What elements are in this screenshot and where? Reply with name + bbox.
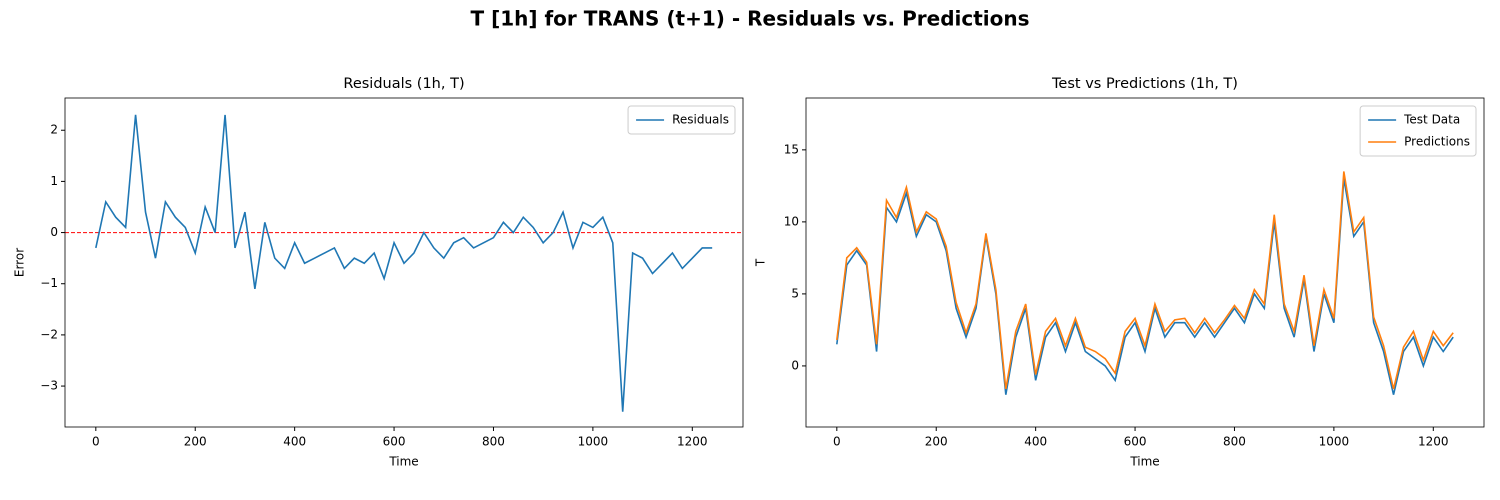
x-tick-label: 600 — [383, 435, 406, 449]
x-tick-label: 0 — [833, 435, 841, 449]
x-tick-label: 1000 — [1319, 435, 1350, 449]
series-line — [836, 178, 1454, 395]
series-line — [95, 114, 713, 412]
x-tick-label: 400 — [1024, 435, 1047, 449]
x-tick-label: 400 — [283, 435, 306, 449]
x-tick-label: 800 — [482, 435, 505, 449]
y-tick-label: 5 — [791, 286, 799, 300]
figure-title: T [1h] for TRANS (t+1) - Residuals vs. P… — [470, 7, 1029, 31]
x-axis-label: Time — [1129, 455, 1159, 469]
series-line — [836, 171, 1454, 390]
subplot-title: Residuals (1h, T) — [343, 76, 464, 92]
legend-label: Predictions — [1404, 135, 1470, 149]
legend: Test Data Predictions — [1359, 105, 1477, 157]
y-tick-label: −1 — [40, 276, 58, 290]
axes-frame — [64, 97, 744, 428]
x-tick-label: 200 — [925, 435, 948, 449]
x-tick-label: 1000 — [578, 435, 609, 449]
y-tick-label: −2 — [40, 327, 58, 341]
legend-frame — [627, 105, 736, 135]
legend-label: Residuals — [672, 113, 729, 127]
x-axis-label: Time — [388, 455, 418, 469]
y-tick-label: 0 — [50, 225, 58, 239]
y-tick-label: 10 — [784, 214, 799, 228]
x-tick-label: 0 — [92, 435, 100, 449]
y-axis-label: Error — [13, 248, 27, 277]
y-tick-label: −3 — [40, 379, 58, 393]
y-axis-label: T — [754, 258, 768, 267]
x-tick-label: 200 — [184, 435, 207, 449]
x-tick-label: 1200 — [1418, 435, 1449, 449]
y-tick-label: 2 — [50, 123, 58, 137]
legend-frame — [1359, 105, 1477, 157]
y-tick-label: 1 — [50, 174, 58, 188]
x-tick-label: 600 — [1124, 435, 1147, 449]
y-tick-label: 0 — [791, 358, 799, 372]
axes-frame — [805, 97, 1485, 428]
legend-label: Test Data — [1403, 113, 1460, 127]
subplot-title: Test vs Predictions (1h, T) — [1051, 76, 1238, 92]
x-tick-label: 800 — [1223, 435, 1246, 449]
legend: Residuals — [627, 105, 736, 135]
y-tick-label: 15 — [784, 142, 799, 156]
x-tick-label: 1200 — [677, 435, 708, 449]
